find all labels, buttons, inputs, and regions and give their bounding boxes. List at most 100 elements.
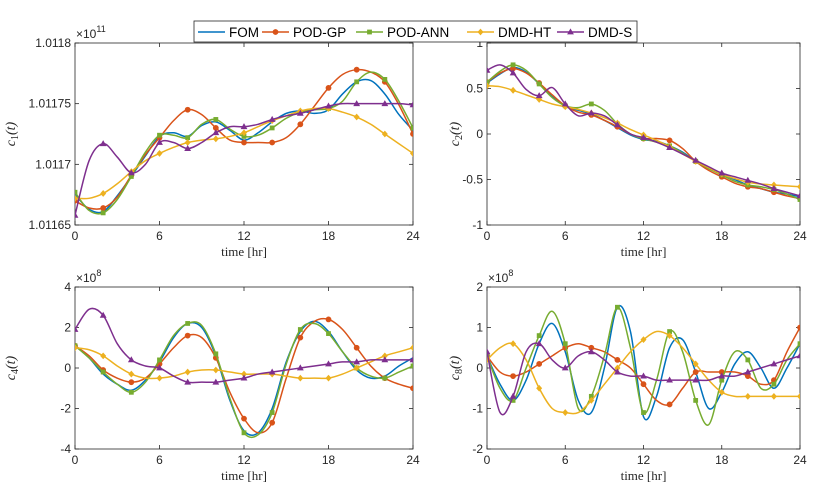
marker-square	[510, 398, 516, 403]
marker-triangle	[381, 356, 389, 363]
marker-triangle	[796, 352, 800, 359]
marker-triangle	[156, 364, 163, 371]
axis-exponent: ×1011	[76, 24, 106, 41]
marker-diamond	[666, 332, 673, 339]
y-axis-label-sub: 4	[10, 369, 21, 374]
marker-triangle	[409, 356, 413, 363]
marker-triangle	[640, 372, 647, 379]
y-tick-label: 1.01175	[29, 97, 72, 111]
legend-item-fom: FOM	[198, 25, 259, 40]
y-tick-label: 2	[476, 280, 483, 294]
marker-square	[382, 77, 388, 82]
y-axis-label-sub: 8	[454, 369, 465, 374]
y-tick-label: 1.01165	[29, 218, 72, 232]
marker-triangle	[127, 169, 135, 176]
marker-triangle	[353, 358, 361, 365]
marker-triangle	[240, 123, 248, 130]
y-axis-label-main: c	[448, 139, 463, 146]
x-axis-label: time [hr]	[221, 468, 267, 483]
marker-triangle	[692, 376, 700, 383]
marker-square	[75, 189, 78, 195]
x-tick-label: 0	[484, 229, 491, 243]
marker-square	[641, 410, 646, 415]
series-dmd-ht	[487, 330, 800, 416]
x-tick-label: 0	[72, 229, 79, 243]
axis-exponent: ×108	[488, 268, 513, 285]
y-axis-label: c1(t)	[4, 121, 21, 146]
x-tick-label: 18	[715, 229, 729, 243]
marker-circle	[797, 324, 800, 331]
marker-circle	[666, 137, 673, 144]
marker-circle	[325, 316, 332, 323]
marker-circle	[410, 131, 413, 137]
marker-diamond	[744, 392, 751, 400]
x-tick-label: 12	[637, 229, 651, 243]
marker-diamond	[156, 374, 163, 382]
marker-circle	[241, 139, 247, 146]
marker-triangle	[567, 28, 574, 35]
marker-triangle	[296, 109, 304, 116]
y-tick-label: 1.0118	[35, 36, 71, 50]
y-tick-label: 1	[476, 36, 483, 50]
x-tick-label: 6	[562, 229, 569, 243]
x-tick-label: 24	[406, 229, 420, 243]
y-axis-label: c2(t)	[448, 121, 465, 146]
marker-diamond	[212, 366, 219, 374]
marker-triangle	[156, 138, 163, 145]
marker-diamond	[241, 129, 247, 137]
marker-circle	[100, 205, 107, 211]
marker-square	[269, 410, 275, 415]
marker-triangle	[692, 156, 700, 163]
legend-item-pod-gp: POD-GP	[262, 25, 346, 40]
x-tick-label: 12	[237, 453, 251, 467]
marker-diamond	[100, 190, 107, 197]
y-tick-label: -1	[472, 218, 483, 232]
marker-diamond	[770, 181, 777, 189]
y-tick-label: 0	[476, 127, 483, 141]
marker-triangle	[535, 340, 543, 347]
legend-label: POD-ANN	[387, 25, 449, 40]
marker-circle	[241, 415, 247, 422]
marker-circle	[410, 385, 413, 392]
marker-circle	[510, 373, 516, 379]
marker-square	[588, 101, 594, 107]
marker-triangle	[325, 102, 332, 109]
y-axis-label-sub: 1	[10, 135, 21, 140]
marker-triangle	[268, 368, 276, 375]
marker-triangle	[535, 92, 543, 99]
plot-area	[487, 304, 800, 426]
y-axis-label-tail: (t)	[4, 355, 19, 369]
x-tick-label: 12	[637, 453, 651, 467]
plot-area	[487, 62, 800, 202]
marker-triangle	[509, 69, 517, 76]
series-pod-ann	[75, 71, 413, 216]
marker-triangle	[561, 100, 569, 107]
marker-square	[100, 210, 106, 216]
axis-exponent-power: 8	[508, 268, 513, 278]
marker-square	[213, 117, 219, 122]
marker-square	[797, 341, 800, 347]
x-tick-label: 18	[322, 453, 336, 467]
marker-triangle	[409, 101, 413, 108]
marker-triangle	[99, 140, 107, 147]
y-axis-label-tail: (t)	[448, 121, 463, 135]
marker-square	[367, 29, 372, 35]
marker-triangle	[718, 169, 726, 176]
marker-square	[269, 125, 275, 131]
marker-triangle	[268, 115, 276, 122]
marker-square	[185, 321, 191, 326]
y-axis-label-sub: 2	[454, 135, 465, 140]
marker-circle	[640, 381, 647, 388]
y-tick-label: 0	[64, 361, 71, 375]
subplot-1: 0 6 12 18 24 1.01165 1.0117 1.01175 1.0118 ×1011 t…	[4, 24, 420, 259]
y-axis-label-tail: (t)	[448, 355, 463, 369]
marker-diamond	[381, 130, 388, 138]
marker-triangle	[640, 134, 647, 141]
marker-square	[487, 79, 490, 85]
marker-circle	[325, 84, 332, 91]
marker-diamond	[410, 150, 413, 157]
marker-triangle	[796, 192, 800, 199]
